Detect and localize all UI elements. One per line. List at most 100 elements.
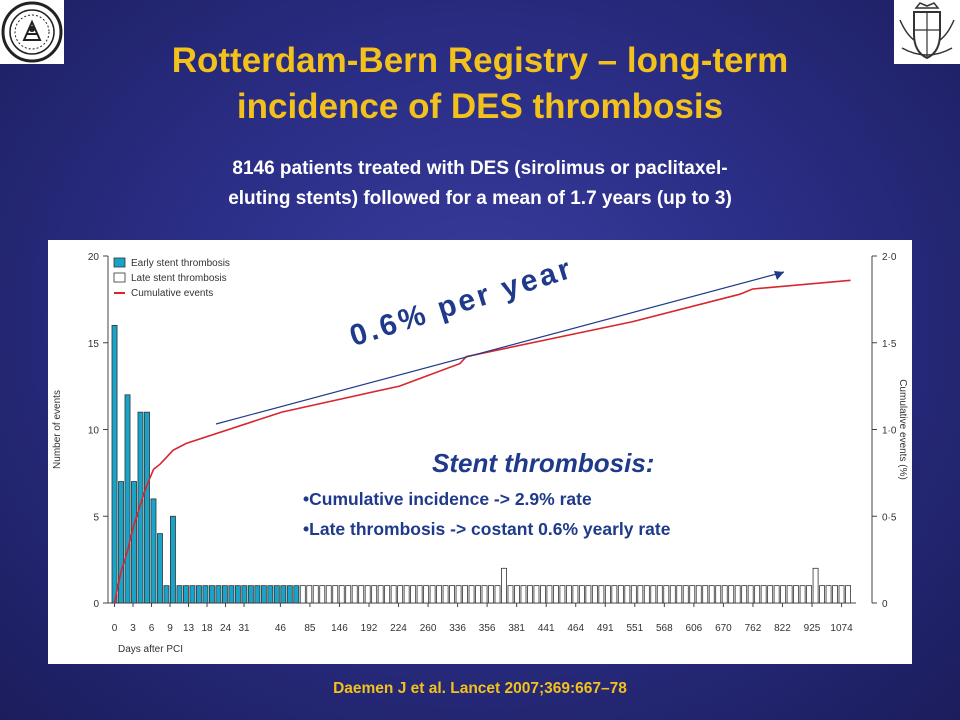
bar-late-thrombosis [825, 585, 832, 604]
bar-early-thrombosis [137, 411, 144, 604]
bar-early-thrombosis [189, 585, 196, 604]
bar-late-thrombosis [462, 585, 468, 604]
note-item-late: Late thrombosis -> costant 0.6% yearly r… [303, 514, 670, 544]
bar-late-thrombosis [312, 585, 319, 604]
bar-early-thrombosis [208, 585, 215, 604]
x-tick-label: 13 [183, 623, 195, 634]
bar-late-thrombosis [760, 585, 767, 604]
bar-late-thrombosis [364, 585, 371, 604]
bar-late-thrombosis [351, 585, 358, 604]
bar-late-thrombosis [410, 585, 417, 604]
bar-late-thrombosis [527, 585, 533, 604]
bar-late-thrombosis [319, 585, 326, 604]
bar-late-thrombosis [423, 585, 430, 604]
bar-late-thrombosis [377, 585, 384, 604]
bar-late-thrombosis [384, 585, 391, 604]
bar-late-thrombosis [630, 585, 637, 604]
note-list: Cumulative incidence -> 2.9% rate Late t… [303, 484, 670, 544]
bar-late-thrombosis [663, 585, 670, 604]
bar-late-thrombosis [624, 585, 631, 604]
x-tick-label: 822 [774, 623, 791, 634]
x-tick-label: 762 [745, 623, 762, 634]
subtitle-line-1: 8146 patients treated with DES (sirolimu… [232, 158, 728, 179]
bar-early-thrombosis [234, 585, 241, 604]
x-tick-label: 3 [130, 623, 136, 634]
bar-late-thrombosis [806, 585, 813, 604]
bar-late-thrombosis [585, 585, 592, 604]
bar-late-thrombosis [371, 585, 378, 604]
bar-late-thrombosis [306, 585, 313, 604]
bar-late-thrombosis [332, 585, 339, 604]
bar-late-thrombosis [468, 585, 475, 604]
bar-early-thrombosis [221, 585, 228, 604]
bar-late-thrombosis [799, 585, 806, 604]
bar-early-thrombosis [131, 481, 137, 604]
bar-late-thrombosis [598, 585, 605, 604]
x-tick-label: 551 [626, 623, 643, 634]
bar-late-thrombosis [793, 585, 800, 604]
bar-late-thrombosis [741, 585, 748, 604]
bar-late-thrombosis [708, 585, 715, 604]
bar-early-thrombosis [150, 498, 157, 604]
legend-swatch-late [113, 272, 126, 283]
city-coat-of-arms-icon [899, 2, 955, 60]
bar-early-thrombosis [260, 585, 267, 604]
x-tick-label: 606 [686, 623, 703, 634]
bar-late-thrombosis [358, 585, 365, 604]
y2-tick-label: 1·5 [882, 339, 897, 350]
stent-thrombosis-chart: 0 5 10 15 20 Number of events 0 0·5 1·0 1·5 2·0 Cum… [52, 252, 908, 655]
city-coat-of-arms-logo [894, 0, 960, 64]
bar-early-thrombosis [111, 325, 118, 604]
bar-late-thrombosis [514, 585, 520, 604]
subtitle-line-2: eluting stents) followed for a mean of 1… [228, 188, 732, 209]
bar-late-thrombosis [637, 585, 644, 604]
bar-late-thrombosis [494, 585, 501, 604]
bar-late-thrombosis [669, 585, 676, 604]
bar-early-thrombosis [280, 585, 287, 604]
bar-late-thrombosis [682, 585, 689, 604]
bar-late-thrombosis [390, 585, 397, 604]
bar-late-thrombosis [767, 585, 774, 604]
bar-late-thrombosis [656, 585, 663, 604]
bar-early-thrombosis [254, 585, 261, 604]
bar-late-thrombosis [715, 585, 722, 604]
x-tick-label: 670 [715, 623, 732, 634]
x-tick-label: 46 [275, 623, 287, 634]
y2-tick-label: 0·5 [882, 512, 897, 523]
bar-early-thrombosis [202, 585, 209, 604]
bar-late-thrombosis [676, 585, 683, 604]
bar-late-thrombosis [559, 585, 566, 604]
x-tick-label: 1074 [830, 623, 853, 634]
bar-late-thrombosis [604, 585, 611, 604]
y-tick-label: 5 [93, 512, 99, 523]
bar-late-thrombosis [565, 585, 572, 604]
x-tick-label: 31 [238, 623, 250, 634]
x-tick-label: 260 [420, 623, 437, 634]
bar-late-thrombosis [754, 585, 761, 604]
bar-late-thrombosis [533, 585, 540, 604]
bar-late-thrombosis [449, 585, 456, 604]
bar-early-thrombosis [144, 411, 150, 604]
bar-late-thrombosis [845, 585, 851, 604]
legend-label-early: Early stent thrombosis [131, 258, 230, 269]
bar-early-thrombosis [273, 585, 280, 604]
y-tick-label: 0 [93, 599, 99, 610]
bar-late-thrombosis [747, 585, 754, 604]
bar-late-thrombosis [721, 585, 728, 604]
bar-late-thrombosis [403, 585, 410, 604]
bar-late-thrombosis [553, 585, 559, 604]
bar-late-thrombosis [617, 585, 624, 604]
bar-late-thrombosis [702, 585, 709, 604]
bar-late-thrombosis [397, 585, 404, 604]
bar-late-thrombosis [611, 585, 618, 604]
cumulative-events-line [113, 279, 851, 604]
y-tick-label: 15 [88, 339, 100, 350]
legend-label-late: Late stent thrombosis [131, 273, 227, 284]
bar-late-thrombosis [481, 585, 488, 604]
bar-early-thrombosis [195, 585, 202, 604]
x-tick-label: 925 [804, 623, 821, 634]
x-tick-label: 192 [361, 623, 378, 634]
bar-late-thrombosis [838, 585, 845, 604]
bar-late-thrombosis [455, 585, 462, 604]
x-tick-label: 441 [538, 623, 555, 634]
